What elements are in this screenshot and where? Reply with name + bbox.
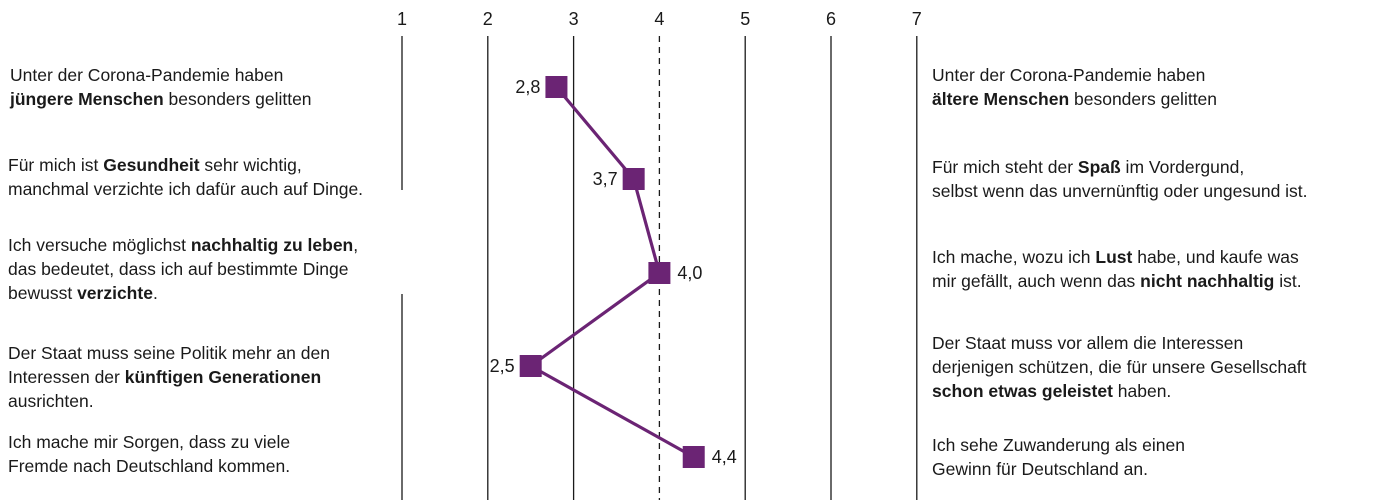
- data-value-label: 3,7: [593, 169, 618, 189]
- scale-tick-label: 1: [397, 9, 407, 29]
- scale-tick-label: 3: [569, 9, 579, 29]
- statement-text: besonders gelitten: [1069, 89, 1218, 109]
- statement-line: jüngere Menschen besonders gelitten: [10, 87, 312, 111]
- statement-keyword: jüngere Menschen: [10, 89, 164, 109]
- statement-text: Fremde nach Deutschland kommen.: [8, 456, 291, 476]
- statement-text: manchmal verzichte ich dafür auch auf Di…: [8, 179, 364, 199]
- left-statement: Für mich ist Gesundheit sehr wichtig, man…: [8, 153, 363, 201]
- statement-text: habe, und kaufe was: [1132, 247, 1299, 267]
- statement-text: ist.: [1274, 271, 1302, 291]
- data-point-marker: [682, 446, 705, 468]
- statement-text: Ich versuche möglichst: [8, 235, 191, 255]
- statement-text: ausrichten.: [8, 391, 94, 411]
- data-value-label: 2,5: [490, 356, 515, 376]
- statement-text: mir gefällt, auch wenn das: [932, 271, 1141, 291]
- statement-text: selbst wenn das unvernünftig oder ungesu…: [932, 181, 1308, 201]
- statement-keyword: ältere Menschen: [932, 89, 1070, 109]
- statement-text: Gewinn für Deutschland an.: [932, 459, 1148, 479]
- statement-text: besonders gelitten: [163, 89, 312, 109]
- right-statement: Für mich steht der Spaß im Vordergund, se…: [932, 155, 1308, 203]
- right-statement: Ich sehe Zuwanderung als einen Gewinn für…: [932, 433, 1185, 481]
- scale-tick-label: 4: [654, 9, 664, 29]
- data-point-marker: [648, 262, 671, 284]
- statement-line: selbst wenn das unvernünftig oder ungesu…: [932, 179, 1308, 203]
- right-statement: Ich mache, wozu ich Lust habe, und kaufe…: [932, 245, 1302, 293]
- left-statement: Unter der Corona-Pandemie haben jüngere M…: [10, 63, 312, 111]
- statement-text: Interessen der: [8, 367, 125, 387]
- statement-line: Für mich steht der Spaß im Vordergund,: [932, 155, 1308, 179]
- statement-text: Unter der Corona-Pandemie haben: [932, 65, 1206, 85]
- statement-line: das bedeutet, dass ich auf bestimmte Din…: [8, 257, 358, 281]
- statement-line: Fremde nach Deutschland kommen.: [8, 454, 290, 478]
- statement-text: Ich mache, wozu ich: [932, 247, 1096, 267]
- statement-line: Gewinn für Deutschland an.: [932, 457, 1185, 481]
- statement-line: ausrichten.: [8, 389, 330, 413]
- statement-line: Unter der Corona-Pandemie haben: [932, 63, 1217, 87]
- statement-text: Ich sehe Zuwanderung als einen: [932, 435, 1185, 455]
- statement-text: Der Staat muss vor allem die Interessen: [932, 333, 1244, 353]
- statement-text: derjenigen schützen, die für unsere Gese…: [932, 357, 1307, 377]
- statement-line: manchmal verzichte ich dafür auch auf Di…: [8, 177, 363, 201]
- statement-line: Für mich ist Gesundheit sehr wichtig,: [8, 153, 363, 177]
- scale-tick-label: 7: [912, 9, 922, 29]
- data-point-marker: [622, 168, 645, 190]
- statement-keyword: nicht nachhaltig: [1140, 271, 1275, 291]
- statement-text: Der Staat muss seine Politik mehr an den: [8, 343, 330, 363]
- statement-line: Ich versuche möglichst nachhaltig zu leb…: [8, 233, 358, 257]
- statement-line: Unter der Corona-Pandemie haben: [10, 63, 312, 87]
- statement-line: Ich mache mir Sorgen, dass zu viele: [8, 430, 290, 454]
- right-statement: Unter der Corona-Pandemie haben ältere Me…: [932, 63, 1217, 111]
- statement-line: mir gefällt, auch wenn das nicht nachhal…: [932, 269, 1302, 293]
- statement-line: ältere Menschen besonders gelitten: [932, 87, 1217, 111]
- statement-keyword: künftigen Generationen: [124, 367, 322, 387]
- statement-line: derjenigen schützen, die für unsere Gese…: [932, 355, 1307, 379]
- left-statement: Ich mache mir Sorgen, dass zu viele Fremd…: [8, 430, 290, 478]
- statement-line: Interessen der künftigen Generationen: [8, 365, 330, 389]
- scale-tick-label: 6: [826, 9, 836, 29]
- scale-tick-label: 5: [740, 9, 750, 29]
- statement-text: Für mich steht der: [932, 157, 1078, 177]
- right-statement: Der Staat muss vor allem die Interessen d…: [932, 331, 1307, 403]
- scale-tick-label: 2: [483, 9, 493, 29]
- statement-text: Ich mache mir Sorgen, dass zu viele: [8, 432, 291, 452]
- statement-text: sehr wichtig,: [199, 155, 302, 175]
- statement-line: Der Staat muss seine Politik mehr an den: [8, 341, 330, 365]
- statement-keyword: schon etwas geleistet: [932, 381, 1113, 401]
- statement-text: im Vordergund,: [1120, 157, 1245, 177]
- data-point-marker: [545, 76, 568, 98]
- statement-line: Ich sehe Zuwanderung als einen: [932, 433, 1185, 457]
- data-value-label: 4,0: [677, 263, 702, 283]
- left-statement: Ich versuche möglichst nachhaltig zu leb…: [8, 233, 358, 305]
- statement-keyword: Gesundheit: [103, 155, 200, 175]
- statement-text: .: [152, 283, 158, 303]
- data-point-marker: [519, 355, 542, 377]
- statement-keyword: nachhaltig zu leben: [190, 235, 354, 255]
- statement-keyword: Lust: [1095, 247, 1133, 267]
- statement-keyword: verzichte: [77, 283, 153, 303]
- statement-text: das bedeutet, dass ich auf bestimmte Din…: [8, 259, 349, 279]
- statement-line: schon etwas geleistet haben.: [932, 379, 1307, 403]
- statement-line: Ich mache, wozu ich Lust habe, und kaufe…: [932, 245, 1302, 269]
- data-value-label: 2,8: [515, 77, 540, 97]
- data-value-label: 4,4: [712, 447, 737, 467]
- statement-text: bewusst: [8, 283, 78, 303]
- statement-line: bewusst verzichte.: [8, 281, 358, 305]
- left-statement: Der Staat muss seine Politik mehr an den…: [8, 341, 330, 413]
- statement-text: Für mich ist: [8, 155, 104, 175]
- statement-text: Unter der Corona-Pandemie haben: [10, 65, 284, 85]
- statement-text: haben.: [1112, 381, 1172, 401]
- statement-keyword: Spaß: [1077, 157, 1121, 177]
- statement-text: ,: [353, 235, 359, 255]
- statement-line: Der Staat muss vor allem die Interessen: [932, 331, 1307, 355]
